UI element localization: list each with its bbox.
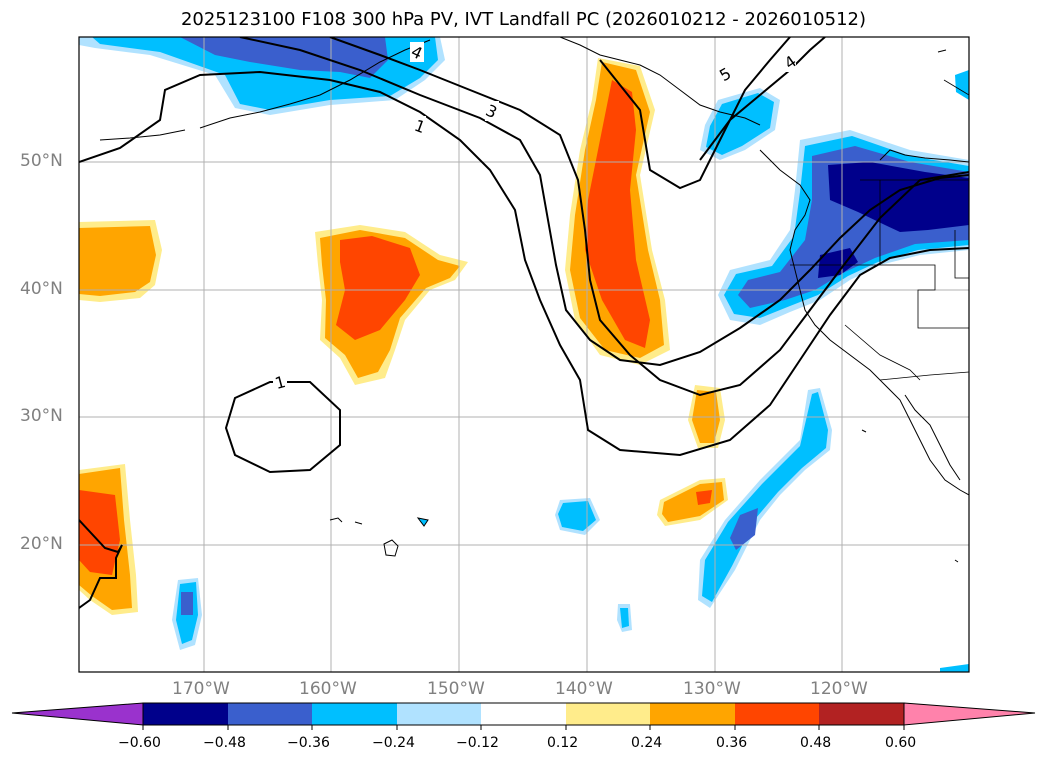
contour-line-4b xyxy=(699,37,826,161)
pv-contours xyxy=(79,37,969,609)
colorbar xyxy=(11,702,1036,730)
lon-label: 160°W xyxy=(299,679,357,699)
contour-line-1c xyxy=(79,519,123,609)
lon-label: 120°W xyxy=(810,679,868,699)
colorbar-tick-label: 0.48 xyxy=(800,735,832,751)
colorbar-tick-label: −0.48 xyxy=(203,735,246,751)
map-frame xyxy=(78,36,970,673)
colorbar-bin xyxy=(819,703,904,725)
lon-label: 170°W xyxy=(172,679,230,699)
colorbar-tick-label: −0.24 xyxy=(372,735,415,751)
colorbar-tick-label: 0.24 xyxy=(631,735,663,751)
contour-line-1a xyxy=(79,70,969,457)
contour-line-3 xyxy=(239,37,969,367)
colorbar-extend-high xyxy=(903,702,1036,726)
colorbar-tick-label: 0.60 xyxy=(885,735,917,751)
negative-shading xyxy=(79,37,969,672)
lon-label: 140°W xyxy=(555,679,613,699)
colorbar-extend-low xyxy=(11,702,144,726)
colorbar-bin xyxy=(650,703,735,725)
gridlines xyxy=(79,37,969,672)
contour-line-1b xyxy=(224,381,341,474)
colorbar-tick-label: −0.60 xyxy=(118,735,161,751)
lon-label: 150°W xyxy=(427,679,485,699)
lat-label: 40°N xyxy=(20,279,63,299)
map-plot-area: 1 1 3 4 4 5 xyxy=(79,37,969,672)
lat-label: 30°N xyxy=(20,406,63,426)
colorbar-bin xyxy=(312,703,397,725)
colorbar-tick-label: −0.12 xyxy=(456,735,499,751)
lat-label: 50°N xyxy=(20,151,63,171)
colorbar-tick-label: 0.12 xyxy=(547,735,579,751)
colorbar-bin xyxy=(481,703,566,725)
shading-blob-se-corner xyxy=(940,664,969,672)
colorbar-bin xyxy=(228,703,312,725)
colorbar-bin xyxy=(397,703,481,725)
contour-labels: 1 1 3 4 4 5 xyxy=(273,42,800,393)
colorbar-bin xyxy=(566,703,650,725)
colorbar-tick-label: 0.36 xyxy=(716,735,748,751)
positive-shading xyxy=(79,58,728,615)
coastlines xyxy=(99,37,969,563)
shading-blob-ne-corner xyxy=(955,70,969,100)
colorbar-bin xyxy=(735,703,819,725)
figure-title: 2025123100 F108 300 hPa PV, IVT Landfall… xyxy=(180,9,867,30)
lat-label: 20°N xyxy=(20,534,63,554)
contour-line-5 xyxy=(599,37,791,190)
lon-label: 130°W xyxy=(683,679,741,699)
colorbar-tick-label: −0.36 xyxy=(287,735,330,751)
contour-line-4a xyxy=(329,37,969,397)
colorbar-bin xyxy=(143,703,228,725)
contour-label-1-south: 1 xyxy=(273,372,288,393)
